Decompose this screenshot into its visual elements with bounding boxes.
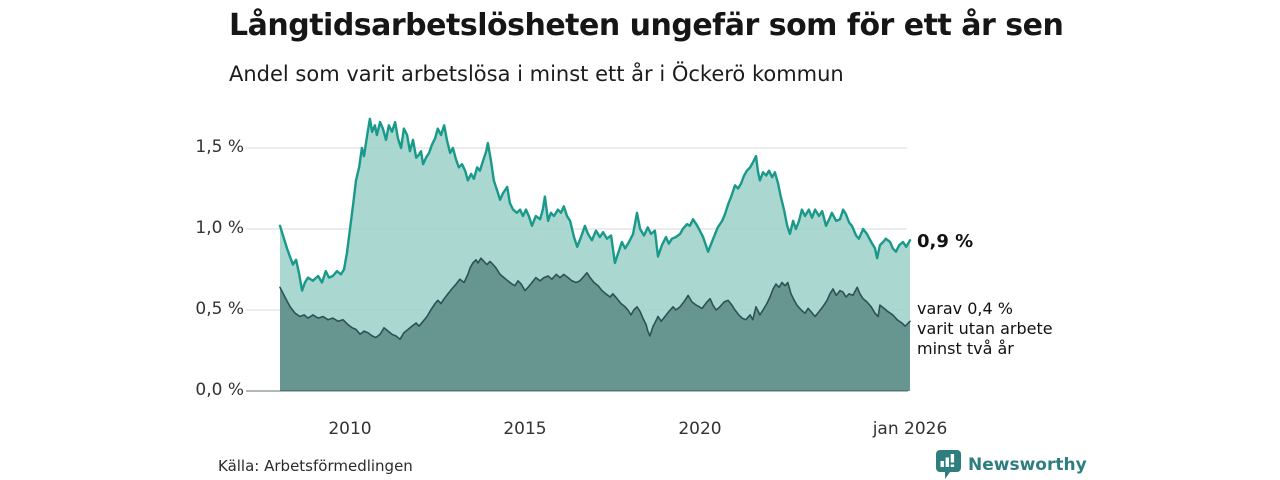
y-axis-tick-label: 1,0 %	[195, 218, 244, 238]
series-min-one-year-line	[278, 117, 912, 292]
series2-note-line: varit utan arbete	[917, 319, 1053, 338]
x-axis-tick-label: jan 2026	[872, 419, 948, 439]
newsworthy-branding: Newsworthy	[934, 449, 1087, 480]
series-min-two-years-area	[280, 258, 910, 391]
area-series	[278, 117, 912, 392]
y-axis-tick-label: 1,5 %	[195, 137, 244, 157]
x-axis-tick-label: 2015	[503, 419, 547, 439]
x-axis-tick-label: 2020	[678, 419, 722, 439]
bar-chart-speech-bubble-icon	[936, 450, 961, 479]
series1-end-value-label: 0,9 %	[917, 231, 974, 252]
series2-note-line: minst två år	[917, 339, 1014, 358]
y-axis-tick-label: 0,0 %	[195, 380, 244, 400]
brand-name: Newsworthy	[968, 454, 1087, 475]
chart-subtitle: Andel som varit arbetslösa i minst ett å…	[229, 62, 844, 86]
source-attribution: Källa: Arbetsförmedlingen	[218, 457, 413, 475]
page-title: Långtidsarbetslösheten ungefär som för e…	[229, 8, 1064, 43]
series2-note-line: varav 0,4 %	[917, 299, 1013, 318]
series2-note: varav 0,4 % varit utan arbete minst två …	[917, 299, 1053, 359]
x-axis-tick-label: 2010	[328, 419, 372, 439]
y-axis-tick-label: 0,5 %	[195, 299, 244, 319]
series-min-two-years-line	[279, 257, 911, 340]
